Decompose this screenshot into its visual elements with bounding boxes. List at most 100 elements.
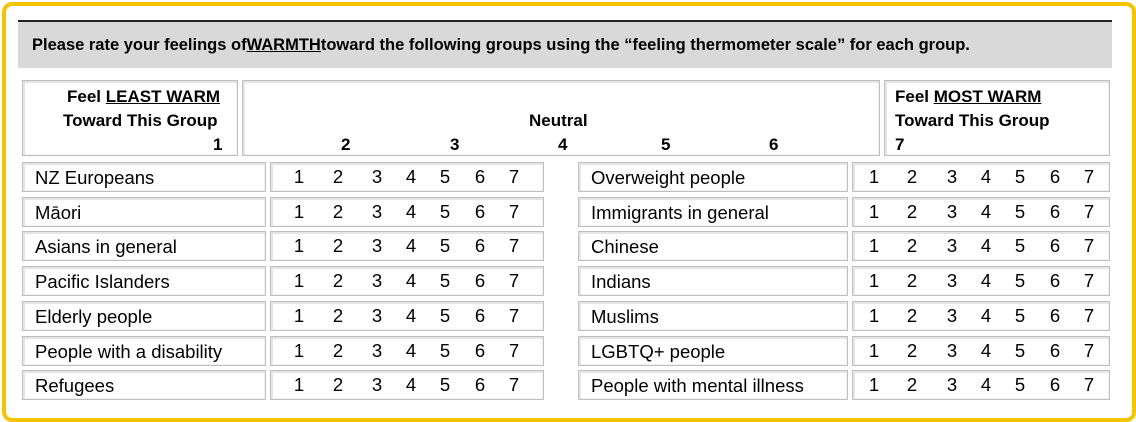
rating-option-4[interactable]: 4 xyxy=(980,166,992,187)
rating-option-1[interactable]: 1 xyxy=(868,235,880,256)
rating-option-1[interactable]: 1 xyxy=(868,374,880,395)
rating-option-6[interactable]: 6 xyxy=(1049,305,1061,326)
rating-option-1[interactable]: 1 xyxy=(868,305,880,326)
group-label: NZ Europeans xyxy=(35,167,155,188)
rating-option-7[interactable]: 7 xyxy=(508,270,520,291)
rating-option-7[interactable]: 7 xyxy=(508,374,520,395)
rating-option-2[interactable]: 2 xyxy=(906,374,918,395)
rating-option-3[interactable]: 3 xyxy=(371,340,383,361)
rating-option-5[interactable]: 5 xyxy=(439,374,451,395)
rating-option-6[interactable]: 6 xyxy=(1049,201,1061,222)
rating-option-2[interactable]: 2 xyxy=(906,270,918,291)
rating-option-5[interactable]: 5 xyxy=(439,340,451,361)
rating-option-4[interactable]: 4 xyxy=(405,305,417,326)
rating-option-4[interactable]: 4 xyxy=(980,374,992,395)
rating-option-2[interactable]: 2 xyxy=(332,201,344,222)
rating-option-7[interactable]: 7 xyxy=(1083,270,1095,291)
rating-option-4[interactable]: 4 xyxy=(405,201,417,222)
rating-option-5[interactable]: 5 xyxy=(1014,270,1026,291)
rating-option-2[interactable]: 2 xyxy=(332,235,344,256)
rating-option-4[interactable]: 4 xyxy=(980,340,992,361)
rating-option-7[interactable]: 7 xyxy=(1083,201,1095,222)
rating-option-4[interactable]: 4 xyxy=(405,340,417,361)
rating-option-7[interactable]: 7 xyxy=(508,305,520,326)
rating-option-3[interactable]: 3 xyxy=(371,374,383,395)
rating-option-3[interactable]: 3 xyxy=(946,235,958,256)
rating-option-7[interactable]: 7 xyxy=(508,340,520,361)
rating-option-2[interactable]: 2 xyxy=(332,374,344,395)
rating-option-3[interactable]: 3 xyxy=(946,305,958,326)
rating-option-7[interactable]: 7 xyxy=(508,201,520,222)
rating-option-2[interactable]: 2 xyxy=(332,305,344,326)
rating-option-1[interactable]: 1 xyxy=(293,305,305,326)
rating-option-6[interactable]: 6 xyxy=(474,340,486,361)
rating-option-5[interactable]: 5 xyxy=(439,235,451,256)
rating-option-1[interactable]: 1 xyxy=(293,374,305,395)
rating-option-1[interactable]: 1 xyxy=(868,340,880,361)
rating-option-1[interactable]: 1 xyxy=(293,340,305,361)
rating-option-3[interactable]: 3 xyxy=(946,270,958,291)
rating-option-4[interactable]: 4 xyxy=(980,235,992,256)
rating-option-4[interactable]: 4 xyxy=(405,270,417,291)
rating-option-7[interactable]: 7 xyxy=(1083,166,1095,187)
group-label-box-right-0: Overweight people xyxy=(578,162,848,192)
rating-option-1[interactable]: 1 xyxy=(293,201,305,222)
rating-option-3[interactable]: 3 xyxy=(371,166,383,187)
rating-option-4[interactable]: 4 xyxy=(405,374,417,395)
rating-option-5[interactable]: 5 xyxy=(1014,166,1026,187)
rating-option-1[interactable]: 1 xyxy=(293,235,305,256)
rating-option-5[interactable]: 5 xyxy=(1014,235,1026,256)
rating-option-6[interactable]: 6 xyxy=(1049,235,1061,256)
rating-option-6[interactable]: 6 xyxy=(1049,340,1061,361)
rating-option-6[interactable]: 6 xyxy=(1049,166,1061,187)
rating-option-2[interactable]: 2 xyxy=(332,340,344,361)
rating-option-6[interactable]: 6 xyxy=(474,270,486,291)
rating-option-7[interactable]: 7 xyxy=(1083,340,1095,361)
rating-option-2[interactable]: 2 xyxy=(906,235,918,256)
rating-option-6[interactable]: 6 xyxy=(1049,270,1061,291)
rating-option-5[interactable]: 5 xyxy=(1014,340,1026,361)
rating-option-1[interactable]: 1 xyxy=(868,166,880,187)
rating-option-6[interactable]: 6 xyxy=(474,305,486,326)
rating-option-2[interactable]: 2 xyxy=(906,340,918,361)
rating-option-4[interactable]: 4 xyxy=(980,305,992,326)
rating-option-4[interactable]: 4 xyxy=(405,166,417,187)
rating-option-5[interactable]: 5 xyxy=(439,270,451,291)
rating-option-3[interactable]: 3 xyxy=(371,270,383,291)
rating-option-6[interactable]: 6 xyxy=(474,235,486,256)
rating-option-2[interactable]: 2 xyxy=(332,270,344,291)
rating-option-4[interactable]: 4 xyxy=(980,201,992,222)
rating-option-3[interactable]: 3 xyxy=(946,166,958,187)
rating-option-3[interactable]: 3 xyxy=(946,340,958,361)
rating-option-1[interactable]: 1 xyxy=(293,270,305,291)
rating-option-1[interactable]: 1 xyxy=(868,201,880,222)
rating-option-3[interactable]: 3 xyxy=(371,235,383,256)
rating-option-7[interactable]: 7 xyxy=(1083,235,1095,256)
rating-option-1[interactable]: 1 xyxy=(868,270,880,291)
rating-option-7[interactable]: 7 xyxy=(508,235,520,256)
rating-option-2[interactable]: 2 xyxy=(906,201,918,222)
rating-option-7[interactable]: 7 xyxy=(508,166,520,187)
rating-option-5[interactable]: 5 xyxy=(439,166,451,187)
rating-option-2[interactable]: 2 xyxy=(906,166,918,187)
rating-option-5[interactable]: 5 xyxy=(439,305,451,326)
rating-option-5[interactable]: 5 xyxy=(439,201,451,222)
rating-option-3[interactable]: 3 xyxy=(371,305,383,326)
rating-option-3[interactable]: 3 xyxy=(946,201,958,222)
rating-option-5[interactable]: 5 xyxy=(1014,374,1026,395)
rating-option-2[interactable]: 2 xyxy=(332,166,344,187)
rating-option-6[interactable]: 6 xyxy=(474,201,486,222)
rating-option-2[interactable]: 2 xyxy=(906,305,918,326)
rating-option-7[interactable]: 7 xyxy=(1083,305,1095,326)
rating-option-3[interactable]: 3 xyxy=(946,374,958,395)
rating-option-1[interactable]: 1 xyxy=(293,166,305,187)
rating-option-4[interactable]: 4 xyxy=(405,235,417,256)
rating-option-5[interactable]: 5 xyxy=(1014,305,1026,326)
rating-option-4[interactable]: 4 xyxy=(980,270,992,291)
rating-option-5[interactable]: 5 xyxy=(1014,201,1026,222)
rating-option-6[interactable]: 6 xyxy=(474,374,486,395)
rating-option-7[interactable]: 7 xyxy=(1083,374,1095,395)
rating-option-6[interactable]: 6 xyxy=(474,166,486,187)
rating-option-3[interactable]: 3 xyxy=(371,201,383,222)
rating-option-6[interactable]: 6 xyxy=(1049,374,1061,395)
